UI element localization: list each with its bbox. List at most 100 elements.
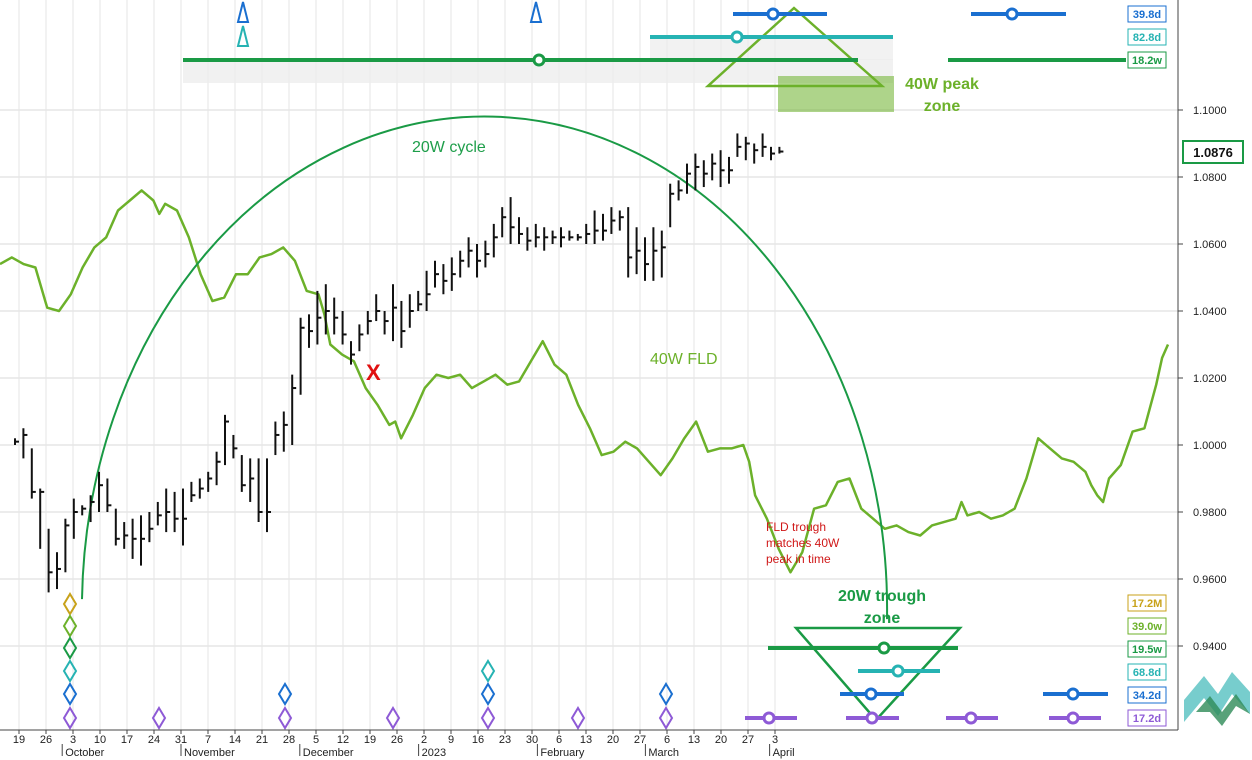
peak-zone-triangle bbox=[704, 6, 886, 88]
price-bar bbox=[131, 518, 137, 559]
price-bar bbox=[198, 478, 204, 499]
cycle-trough-diamond bbox=[62, 682, 78, 706]
price-bar bbox=[518, 217, 523, 244]
price-bar bbox=[333, 297, 339, 335]
period-label-19-5w: 19.5w bbox=[1132, 644, 1162, 656]
price-bar bbox=[215, 451, 221, 486]
price-bar bbox=[56, 552, 61, 590]
price-bar bbox=[543, 227, 549, 251]
x-date-label: 7 bbox=[205, 734, 211, 746]
price-bar bbox=[736, 133, 742, 157]
annotation-20w-cycle: 20W cycle bbox=[412, 139, 486, 156]
price-bar bbox=[618, 210, 624, 231]
x-month-label: 2023 bbox=[422, 747, 446, 759]
x-date-label: 3 bbox=[772, 734, 778, 746]
cycle-trough-diamond bbox=[62, 659, 78, 683]
x-date-label: 14 bbox=[229, 734, 241, 746]
price-bar bbox=[392, 284, 397, 342]
cycle-trough-diamond bbox=[62, 706, 78, 730]
period-label-18-2w: 18.2w bbox=[1132, 55, 1162, 67]
period-line-82d-marker bbox=[730, 30, 744, 44]
trough-zone-triangle bbox=[793, 626, 963, 722]
price-bar bbox=[484, 240, 490, 268]
price-bar bbox=[106, 478, 112, 512]
x-date-label: 24 bbox=[148, 734, 160, 746]
x-date-label: 6 bbox=[556, 734, 562, 746]
cycle-trough-diamond bbox=[570, 706, 586, 730]
y-tick-label: 1.0400 bbox=[1193, 306, 1227, 318]
cycle-trough-diamond bbox=[385, 706, 401, 730]
x-date-label: 12 bbox=[337, 734, 349, 746]
x-date-label: 10 bbox=[94, 734, 106, 746]
price-bar bbox=[316, 290, 322, 345]
price-bar bbox=[467, 237, 473, 268]
price-bar bbox=[81, 505, 87, 516]
period-label-17-2d: 17.2d bbox=[1133, 713, 1161, 725]
period-label-39-8d: 39.8d bbox=[1133, 9, 1161, 21]
zone-layer bbox=[183, 6, 1126, 725]
cycle-trough-diamond bbox=[62, 636, 78, 660]
price-bar bbox=[593, 210, 599, 244]
x-date-label: 27 bbox=[742, 734, 754, 746]
price-bar bbox=[190, 481, 196, 502]
current-price-box bbox=[1182, 140, 1244, 164]
price-bar bbox=[148, 512, 154, 543]
period-label-68-8d: 68.8d bbox=[1133, 667, 1161, 679]
y-tick-label: 0.9600 bbox=[1193, 574, 1227, 586]
x-date-label: 20 bbox=[715, 734, 727, 746]
period-line-17d-b-marker bbox=[865, 711, 879, 725]
x-date-label: 19 bbox=[13, 734, 25, 746]
x-date-label: 6 bbox=[664, 734, 670, 746]
y-tick-label: 0.9400 bbox=[1193, 641, 1227, 653]
y-tick-label: 1.1000 bbox=[1193, 105, 1227, 117]
period-box-39-8d: 39.8d bbox=[1127, 5, 1167, 23]
y-tick-label: 1.0800 bbox=[1193, 172, 1227, 184]
price-bar bbox=[47, 528, 53, 593]
price-bar bbox=[400, 300, 406, 348]
price-bar bbox=[509, 197, 515, 244]
price-bar bbox=[72, 498, 78, 539]
cycle-trough-diamond bbox=[480, 659, 496, 683]
period-box-68-8d: 68.8d bbox=[1127, 663, 1167, 681]
annotation-40w-peak-zone-line1: 40W peak bbox=[905, 76, 979, 93]
cycle-20w-arc bbox=[81, 115, 889, 620]
price-bar bbox=[568, 230, 574, 241]
period-line-34d-b-marker bbox=[1066, 687, 1080, 701]
price-bar bbox=[677, 180, 683, 201]
cycle-trough-diamond bbox=[277, 682, 293, 706]
x-month-label: December bbox=[303, 747, 354, 759]
x-date-label: 3 bbox=[70, 734, 76, 746]
price-bar bbox=[702, 160, 708, 188]
price-bar bbox=[257, 458, 263, 523]
price-bar bbox=[266, 458, 271, 533]
period-line-39d-a-marker bbox=[766, 7, 780, 21]
period-line-68d-marker bbox=[891, 664, 905, 678]
x-date-label: 5 bbox=[313, 734, 319, 746]
price-bar bbox=[534, 223, 540, 248]
price-bar bbox=[660, 230, 666, 278]
x-date-label: 13 bbox=[580, 734, 592, 746]
fld-40w-series bbox=[0, 189, 1170, 574]
price-bar bbox=[375, 294, 381, 322]
price-bar bbox=[232, 434, 238, 459]
cycle-trough-diamond bbox=[151, 706, 167, 730]
x-date-label: 19 bbox=[364, 734, 376, 746]
price-bar bbox=[173, 491, 179, 533]
cycle-20w-arc-layer bbox=[81, 115, 889, 620]
cycle-trough-diamond bbox=[62, 614, 78, 638]
x-month-label: October bbox=[65, 747, 104, 759]
x-date-label: 17 bbox=[121, 734, 133, 746]
period-label-34-2d: 34.2d bbox=[1133, 690, 1161, 702]
cycle-peak-triangle bbox=[529, 1, 543, 23]
price-bar bbox=[719, 150, 725, 188]
price-bar bbox=[98, 471, 103, 512]
price-bar bbox=[753, 143, 759, 164]
price-bar bbox=[434, 260, 439, 288]
price-bar bbox=[291, 374, 297, 445]
price-bar bbox=[240, 455, 246, 492]
x-date-label: 13 bbox=[688, 734, 700, 746]
x-date-label: 30 bbox=[526, 734, 538, 746]
peak-zone-box bbox=[778, 76, 894, 112]
x-month-label: November bbox=[184, 747, 235, 759]
